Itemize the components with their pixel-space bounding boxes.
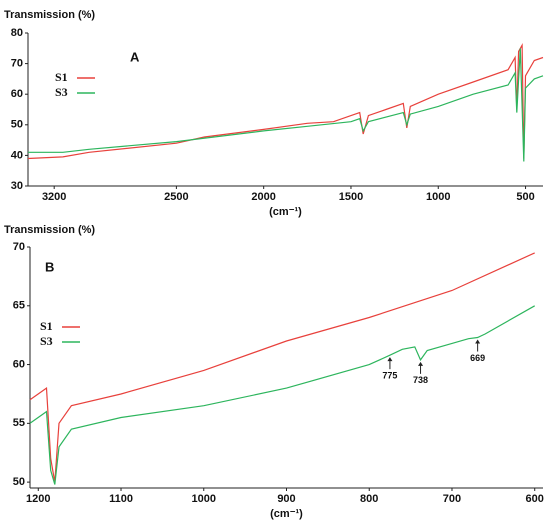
legend-label: S3 (40, 334, 53, 348)
y-tick-label: 70 (13, 241, 25, 253)
y-tick-label: 65 (13, 300, 25, 312)
x-tick-label: 800 (360, 493, 378, 505)
annotation-arrowhead (387, 357, 393, 362)
x-tick-label: 500 (516, 191, 534, 203)
y-tick-label: 50 (13, 476, 25, 488)
x-tick-label: 1100 (109, 493, 133, 505)
annotation: 669 (470, 353, 485, 363)
x-tick-label: 600 (526, 493, 544, 505)
annotation-arrowhead (418, 361, 424, 366)
series-line (29, 252, 535, 483)
x-axis-label: (cm⁻¹) (270, 508, 303, 520)
chart-title: Transmission (%) (4, 224, 95, 236)
y-tick-label: 50 (11, 119, 23, 131)
y-tick-label: 55 (13, 417, 25, 429)
legend-label: S1 (55, 70, 68, 84)
x-tick-label: 700 (443, 493, 461, 505)
y-tick-label: 70 (11, 58, 23, 70)
annotation: 775 (382, 371, 397, 381)
x-tick-label: 1200 (26, 493, 50, 505)
panel-label: A (130, 49, 140, 64)
x-tick-label: 1000 (426, 191, 450, 203)
series-line (27, 42, 544, 160)
panel-label: B (45, 259, 54, 274)
x-tick-label: 2000 (251, 191, 275, 203)
y-tick-label: 80 (11, 27, 23, 39)
y-tick-label: 60 (11, 88, 23, 100)
x-tick-label: 900 (277, 493, 295, 505)
chart-title: Transmission (%) (4, 9, 95, 21)
legend-label: S1 (40, 319, 53, 333)
y-tick-label: 40 (11, 149, 23, 161)
y-tick-label: 60 (13, 358, 25, 370)
x-axis-label: (cm⁻¹) (269, 206, 302, 218)
y-tick-label: 30 (11, 180, 23, 192)
annotation-arrowhead (475, 339, 481, 344)
annotation: 738 (413, 375, 428, 385)
series-line (29, 305, 535, 485)
series-line (28, 48, 544, 162)
legend-label: S3 (55, 85, 68, 99)
x-tick-label: 2500 (164, 191, 188, 203)
x-tick-label: 1500 (339, 191, 363, 203)
x-tick-label: 3200 (42, 191, 66, 203)
x-tick-label: 1000 (192, 493, 216, 505)
